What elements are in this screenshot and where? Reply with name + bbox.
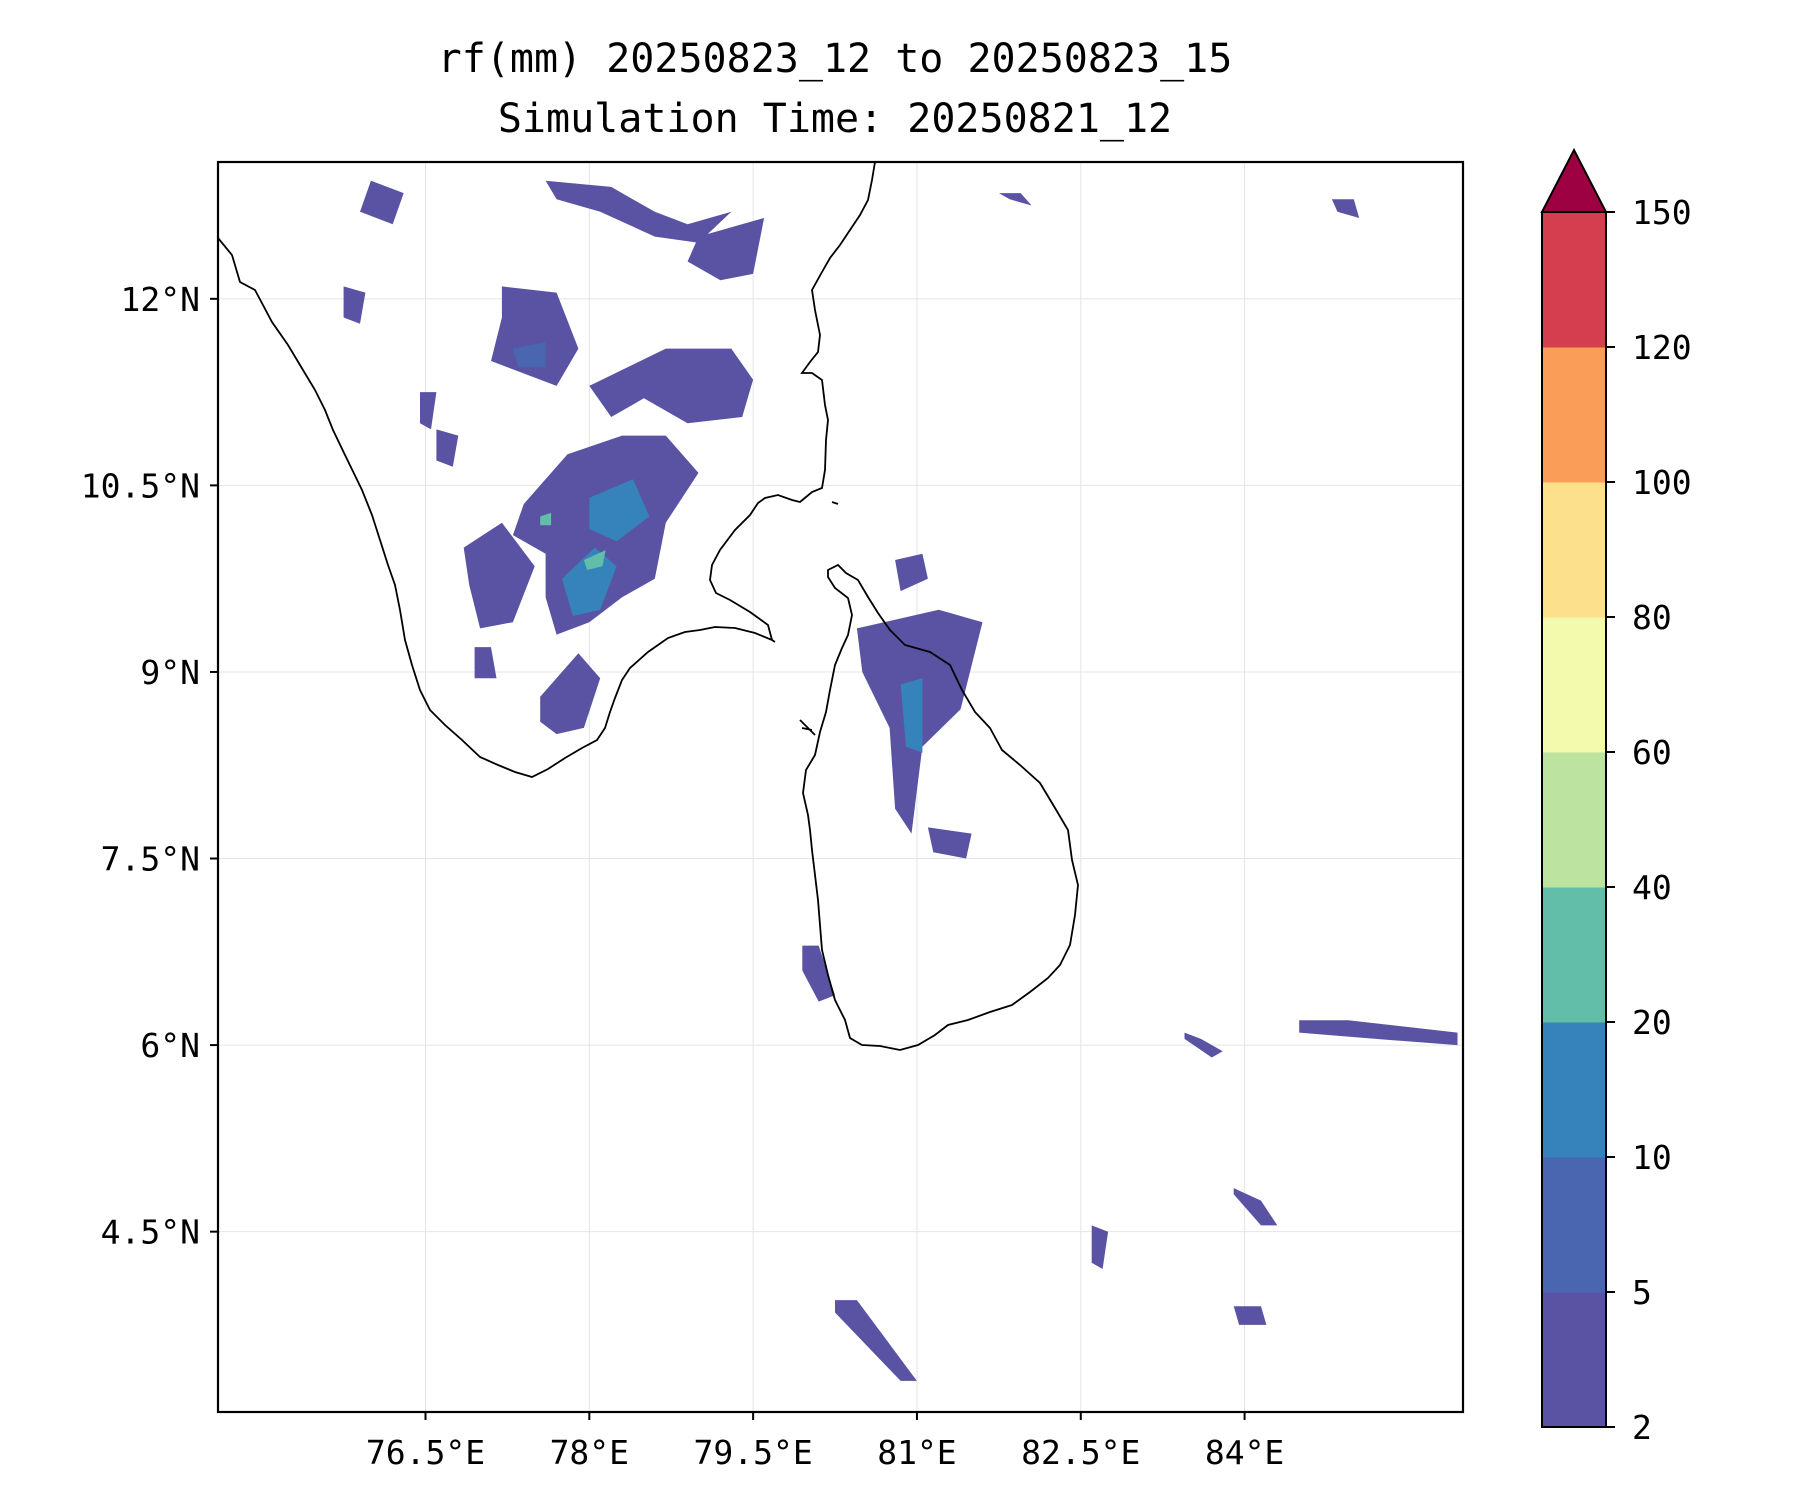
colorbar-extend-arrow (1540, 147, 1608, 213)
india-coastline (218, 162, 876, 778)
rain-area (512, 342, 546, 368)
colorbar-tick-label: 150 (1632, 193, 1692, 232)
rain-area (998, 193, 1032, 206)
colorbar-tick-label: 100 (1632, 463, 1692, 502)
rain-area (540, 653, 601, 735)
colorbar-tick-label: 60 (1632, 733, 1672, 772)
colorbar-segment (1542, 1292, 1606, 1428)
map-frame (216, 160, 1465, 1414)
axis-ticks: 76.5°E 78°E 79.5°E 81°E 82.5°E 84°E 12°N 10.5°N… (81, 280, 1285, 1472)
lon-tick-label: 82.5°E (1021, 1433, 1140, 1472)
colorbar-tick-label: 20 (1632, 1003, 1672, 1042)
colorbar-tick-label: 120 (1632, 328, 1692, 367)
colorbar-tick-label: 40 (1632, 868, 1672, 907)
rain-area (360, 180, 404, 225)
colorbar-tick-label: 2 (1632, 1408, 1652, 1447)
colorbar-segment (1542, 212, 1606, 348)
colorbar-tick-label: 5 (1632, 1273, 1652, 1312)
rain-area (1233, 1188, 1278, 1226)
rain-area (1299, 1020, 1458, 1046)
colorbar-segment (1542, 617, 1606, 753)
coastlines (218, 162, 1079, 1051)
palk-strait-islands (771, 501, 839, 736)
lat-tick-label: 9°N (140, 653, 200, 692)
rain-area (802, 945, 835, 1002)
colorbar-segment (1542, 1157, 1606, 1293)
rain-area (436, 429, 459, 467)
lon-tick-label: 78°E (550, 1433, 629, 1472)
colorbar-segment (1542, 752, 1606, 888)
lat-tick-label: 10.5°N (81, 466, 200, 505)
rain-area (583, 550, 606, 570)
colorbar-segment (1542, 887, 1606, 1023)
rain-area (491, 286, 579, 386)
rain-area (835, 1300, 917, 1381)
rain-areas (343, 180, 1458, 1381)
rain-area (540, 512, 552, 526)
rain-area (343, 286, 366, 324)
map-subtitle: Simulation Time: 20250821_12 (497, 96, 1173, 142)
lon-tick-label: 81°E (877, 1433, 956, 1472)
lat-tick-label: 4.5°N (101, 1213, 200, 1252)
lat-tick-label: 7.5°N (101, 840, 200, 879)
colorbar-segment (1542, 482, 1606, 618)
colorbar-segment (1542, 347, 1606, 483)
lat-tick-label: 6°N (140, 1026, 200, 1065)
colorbar: 2 5 10 20 40 60 80 100 120 150 (1540, 147, 1692, 1447)
lat-tick-label: 12°N (121, 280, 200, 319)
map-title: rf(mm) 20250823_12 to 20250823_15 (437, 36, 1233, 82)
colorbar-frame (1541, 211, 1607, 1428)
rain-area (1091, 1225, 1109, 1269)
colorbar-segment (1542, 1022, 1606, 1158)
rain-area (1331, 199, 1360, 218)
rain-area (895, 553, 928, 592)
lon-tick-label: 76.5°E (366, 1433, 485, 1472)
lon-tick-label: 84°E (1205, 1433, 1284, 1472)
colorbar-tick-label: 10 (1632, 1138, 1672, 1177)
rain-area (589, 348, 754, 424)
rain-area (900, 678, 923, 753)
rain-area (1184, 1032, 1223, 1058)
colorbar-tick-label: 80 (1632, 598, 1672, 637)
rain-area (545, 180, 732, 243)
rain-area (463, 522, 535, 629)
rain-area (687, 218, 765, 281)
rain-area (474, 647, 497, 679)
rain-area (1233, 1306, 1267, 1325)
rain-area (562, 547, 617, 616)
rain-area (927, 827, 972, 859)
lon-tick-label: 79.5°E (694, 1433, 813, 1472)
sri-lanka-coastline (802, 563, 1079, 1051)
rain-area (420, 392, 437, 430)
rain-area (589, 479, 650, 542)
